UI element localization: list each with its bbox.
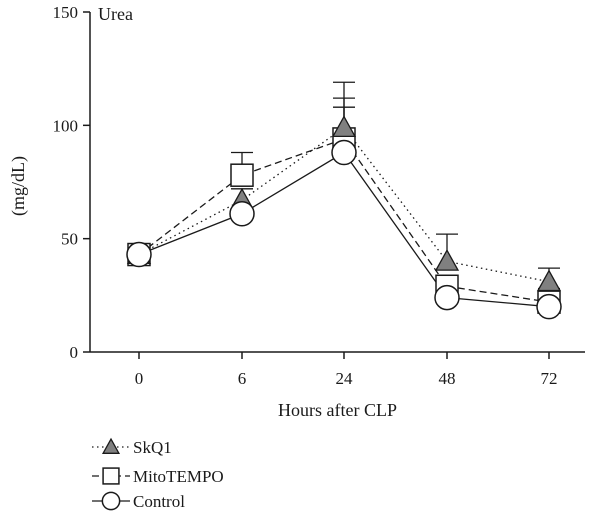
legend-label-skq1: SkQ1 <box>133 438 172 457</box>
legend-marker-mitotempo <box>102 467 120 485</box>
data-point-skq1 <box>434 248 460 271</box>
data-point-skq1 <box>331 115 357 138</box>
series-line-control <box>138 151 550 308</box>
legend-label-control: Control <box>133 492 185 511</box>
legend-label-mitotempo: MitoTEMPO <box>133 467 224 486</box>
data-point-skq1 <box>536 269 562 292</box>
data-point-mitotempo <box>230 163 254 187</box>
series-line-skq1 <box>138 126 550 283</box>
data-point-control <box>331 139 357 166</box>
y-axis-title: (mg/dL) <box>8 156 29 216</box>
data-point-control <box>434 284 460 311</box>
legend-marker-skq1 <box>101 437 121 454</box>
y-tick-label: 50 <box>61 230 78 249</box>
x-tick-label: 72 <box>541 369 558 388</box>
data-point-control <box>536 293 562 320</box>
series-layer <box>126 81 562 320</box>
data-point-control <box>229 200 255 227</box>
y-tick-label: 150 <box>53 3 79 22</box>
legend-item-skq1: SkQ1 <box>92 437 172 457</box>
legend-item-mitotempo: MitoTEMPO <box>92 467 224 486</box>
x-tick-label: 6 <box>238 369 247 388</box>
data-point-control <box>126 241 152 268</box>
y-tick-label: 0 <box>70 343 79 362</box>
chart-title: Urea <box>98 4 133 24</box>
legend: SkQ1 MitoTEMPO Control <box>92 437 224 511</box>
series-skq1 <box>138 81 560 283</box>
x-axis-title: Hours after CLP <box>278 400 397 420</box>
series-line-mitotempo <box>138 138 550 303</box>
legend-marker-control <box>101 491 121 511</box>
x-tick-label: 48 <box>439 369 456 388</box>
x-tick-label: 24 <box>336 369 354 388</box>
x-tick-label: 0 <box>135 369 144 388</box>
legend-item-control: Control <box>92 491 185 511</box>
axes: 0 50 100 150 0 6 24 48 72 Urea Hours after CLP (mg/… <box>8 3 585 420</box>
y-tick-label: 100 <box>53 116 79 135</box>
